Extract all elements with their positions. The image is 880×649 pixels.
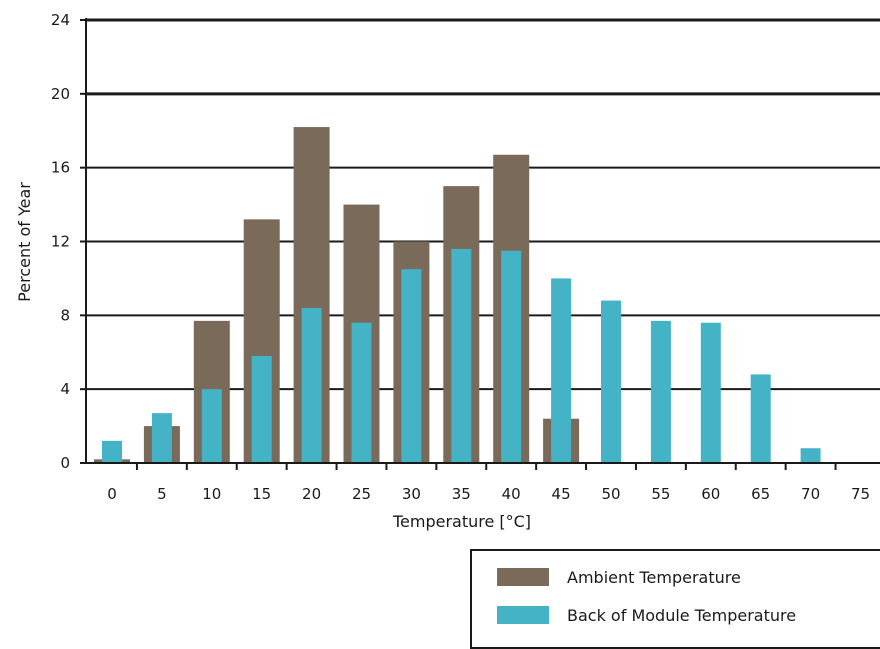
- y-axis-title: Percent of Year: [15, 182, 34, 302]
- bar-module-5: [151, 413, 172, 463]
- x-tick-label: 10: [202, 485, 221, 503]
- axes: 0 4 8 12 16 20 24 0 5 10 15 20 25 30 35 40 45 50 55 60 65 70 7…: [51, 11, 880, 503]
- y-tick-label: 12: [51, 233, 70, 251]
- bar-module-0: [102, 440, 122, 463]
- bar-module-30: [401, 269, 422, 463]
- x-tick-label: 35: [452, 485, 471, 503]
- legend-item-ambient: Ambient Temperature: [497, 565, 741, 589]
- bar-module-60: [700, 322, 721, 463]
- x-tick-label: 40: [502, 485, 521, 503]
- bar-module-10: [201, 389, 222, 463]
- x-tick-label: 0: [107, 485, 117, 503]
- y-tick-label: 8: [60, 306, 70, 324]
- chart-legend: Ambient Temperature Back of Module Tempe…: [470, 549, 880, 649]
- legend-swatch-module: [497, 606, 549, 624]
- y-tick-label: 20: [51, 85, 70, 103]
- x-tick-label: 50: [601, 485, 620, 503]
- x-tick-label: 75: [851, 485, 870, 503]
- y-tick-label: 24: [51, 11, 70, 29]
- x-tick-label: 5: [157, 485, 167, 503]
- y-tick-label: 16: [51, 159, 70, 177]
- x-axis-title: Temperature [°C]: [392, 512, 531, 531]
- x-tick-label: 30: [402, 485, 421, 503]
- legend-item-module: Back of Module Temperature: [497, 603, 796, 627]
- x-tick-label: 70: [801, 485, 820, 503]
- y-tick-label: 4: [60, 380, 70, 398]
- x-tick-label: 60: [701, 485, 720, 503]
- x-tick-label: 25: [352, 485, 371, 503]
- x-tick-label: 55: [651, 485, 670, 503]
- bar-module-40: [501, 250, 522, 463]
- x-tick-label: 20: [302, 485, 321, 503]
- bar-module-70: [800, 448, 821, 463]
- bar-module-20: [301, 307, 322, 463]
- x-tick-label: 45: [552, 485, 571, 503]
- y-tick-label: 0: [60, 454, 70, 472]
- bar-module-25: [351, 322, 372, 463]
- x-tick-label: 65: [751, 485, 770, 503]
- bar-module-55: [650, 320, 671, 463]
- bars: [94, 127, 821, 464]
- x-tick-label: 15: [252, 485, 271, 503]
- legend-label-module: Back of Module Temperature: [567, 605, 797, 625]
- bar-module-65: [750, 374, 771, 463]
- bar-module-45: [551, 278, 572, 463]
- bar-module-15: [251, 355, 272, 463]
- bar-module-50: [601, 300, 621, 463]
- bar-module-35: [451, 248, 472, 463]
- gridlines: [86, 18, 880, 391]
- legend-swatch-ambient: [497, 568, 549, 586]
- legend-label-ambient: Ambient Temperature: [567, 567, 741, 587]
